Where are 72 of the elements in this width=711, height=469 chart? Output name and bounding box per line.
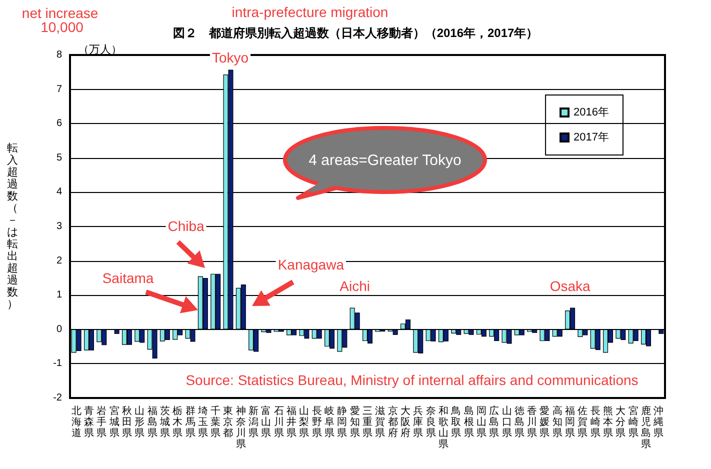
annotation: Source: Statistics Bureau, Ministry of internal affairs and communications: [186, 372, 638, 388]
x-tick-label: 茨城県: [158, 405, 170, 439]
x-tick-label: 大分県: [616, 405, 626, 439]
x-tick-label: 愛知県: [350, 405, 360, 439]
x-tick-label: 長野県: [312, 406, 322, 439]
x-tick-label: 京都府: [388, 405, 398, 439]
x-tick-label: 宮崎県: [628, 405, 638, 439]
x-tick-label: 宮城県: [108, 405, 120, 439]
x-tick-label: 秋田県: [122, 405, 132, 439]
text: 転入超過数（－は転出超過数）: [7, 142, 18, 310]
y-tick-label: 7: [56, 84, 62, 95]
x-tick-label: 岐阜県: [324, 405, 335, 439]
x-tick-label: 徳島県: [514, 406, 524, 439]
x-tick-label: 北海道: [71, 405, 82, 439]
y-tick-label: 5: [56, 152, 62, 164]
x-tick-label: 青森県: [84, 405, 94, 439]
x-tick-label: 岩手県: [96, 405, 107, 439]
x-tick-label: 佐賀県: [578, 406, 588, 439]
text: net increase 10,000: [22, 5, 102, 35]
x-tick-label: 山口県: [502, 405, 512, 439]
legend-label: 2017年: [574, 132, 610, 144]
y-tick-label: 4: [56, 186, 62, 198]
x-tick-label: 兵庫県: [413, 405, 424, 439]
x-tick-label: 千葉県: [210, 405, 221, 439]
x-tick-label: 富山県: [261, 405, 272, 439]
x-tick-label: 神奈川県: [236, 405, 246, 450]
annotation: Saitama: [102, 270, 154, 286]
x-tick-label: 滋賀県: [375, 405, 386, 439]
x-tick-label: 鹿児島県: [641, 405, 652, 450]
x-tick-label: 東京都: [223, 405, 234, 439]
annotation: Kanagawa: [278, 256, 344, 272]
y-tick-label: 1: [56, 290, 62, 301]
x-tick-label: 長崎県: [590, 406, 600, 439]
x-tick-label: 福井県: [286, 405, 297, 439]
x-tick-label: 高知県: [552, 405, 562, 439]
annotation: Chiba: [168, 218, 204, 234]
y-tick-label: -2: [53, 392, 62, 404]
x-tick-label: 三重県: [362, 406, 372, 439]
x-tick-label: 鳥取県: [450, 405, 462, 439]
y-tick-label: 2: [56, 255, 62, 266]
x-tick-label: 埼玉県: [196, 405, 208, 439]
x-tick-label: 熊本県: [603, 405, 614, 439]
x-tick-label: 沖縄県: [652, 405, 664, 439]
x-tick-label: 新潟県: [248, 405, 259, 439]
x-tick-label: 大阪府: [400, 405, 410, 439]
x-tick-label: 広島県: [489, 405, 500, 439]
x-tick-label: 和歌山県: [438, 405, 448, 450]
x-tick-label: 栃木県: [172, 405, 183, 439]
x-tick-label: 奈良県: [426, 406, 436, 439]
x-tick-label: 岡山県: [476, 406, 486, 439]
x-tick-label: 福島県: [147, 405, 158, 439]
x-tick-label: 山梨県: [299, 405, 310, 439]
annotation: Aichi: [340, 278, 370, 294]
y-tick-label: 3: [56, 221, 62, 232]
x-tick-label: 静岡県: [337, 405, 348, 439]
x-tick-label: 石川県: [274, 406, 284, 439]
x-tick-label: 群馬県: [184, 405, 196, 439]
y-tick-label: 8: [56, 50, 62, 60]
x-tick-label: 山形県: [134, 405, 145, 439]
annotation: Osaka: [550, 278, 590, 294]
text: intra-prefecture migration: [232, 4, 388, 20]
x-tick-label: 島根県: [464, 405, 474, 439]
chart-title: 図２ 都道府県別転入超過数（日本人移動者）（2016年，2017年）: [172, 26, 538, 40]
y-tick-label: 6: [56, 118, 62, 130]
y-tick-label: 0: [56, 324, 62, 335]
annotation: Tokyo: [212, 50, 249, 66]
x-tick-label: 福岡県: [565, 405, 576, 439]
annotation: 4 areas=Greater Tokyo: [308, 152, 462, 169]
legend-label: 2016年: [574, 106, 610, 118]
y-tick-label: -1: [53, 358, 62, 370]
x-tick-label: 香川県: [527, 405, 538, 439]
x-tick-label: 愛媛県: [540, 405, 550, 439]
